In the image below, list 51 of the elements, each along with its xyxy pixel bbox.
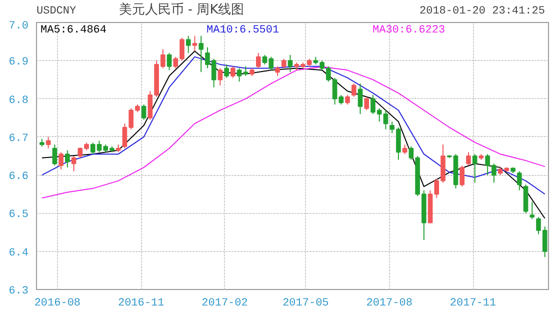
candlestick (52, 144, 58, 166)
candlestick (46, 136, 51, 149)
candlestick (364, 96, 370, 111)
x-tick-label: 2017-05 (282, 298, 329, 310)
candlestick (230, 66, 236, 78)
candlestick (71, 156, 76, 172)
candlestick (466, 152, 471, 166)
candlestick (530, 201, 535, 220)
candlestick (198, 35, 204, 73)
text: USDCNY (36, 6, 77, 18)
candlestick (358, 83, 363, 115)
y-tick-label: 7.0 (8, 20, 29, 32)
line-series (41, 50, 546, 219)
candlestick (65, 150, 70, 168)
y-tick-label: 6.8 (8, 94, 29, 107)
y-tick-label: 6.3 (8, 286, 29, 298)
y-tick-label: 6.7 (8, 132, 29, 145)
candlestick (186, 35, 191, 54)
candlestick (472, 154, 478, 184)
candlestick (166, 52, 172, 71)
text: MA10:6.5501 (206, 24, 280, 36)
candlestick (141, 104, 146, 120)
x-tick-label: 2016-11 (118, 298, 165, 310)
candlestick (218, 68, 223, 86)
candlestick (351, 83, 356, 98)
candlestick (224, 64, 229, 78)
x-tick-label: 2017-11 (450, 298, 497, 310)
candlestick (256, 52, 261, 69)
text: 2018-01-20 23:41:25 (420, 6, 545, 18)
y-tick-label: 6.4 (8, 247, 29, 260)
y-tick-label: 6.6 (8, 171, 29, 184)
x-tick-label: 2017-02 (202, 298, 248, 310)
chart-title: 美元人民币 - 周K线图 (118, 2, 244, 18)
candlestick (192, 35, 198, 52)
x-tick-label: 2017-08 (366, 298, 412, 310)
text: MA5:6.4864 (40, 24, 107, 36)
candlestick (345, 94, 350, 106)
candlestick (402, 144, 408, 155)
candlestick (275, 66, 280, 76)
text: MA30:6.6223 (372, 24, 446, 36)
candlestick (288, 54, 293, 73)
x-tick-label: 2016-08 (34, 298, 81, 310)
candlestick (243, 66, 248, 76)
candlestick (58, 152, 64, 170)
candlestick (516, 170, 522, 191)
y-tick-label: 6.9 (8, 56, 29, 69)
candlestick (408, 146, 414, 160)
candlestick (281, 58, 286, 69)
candlestick (460, 165, 465, 188)
candlestick (236, 68, 242, 82)
y-tick-label: 6.5 (8, 209, 29, 222)
